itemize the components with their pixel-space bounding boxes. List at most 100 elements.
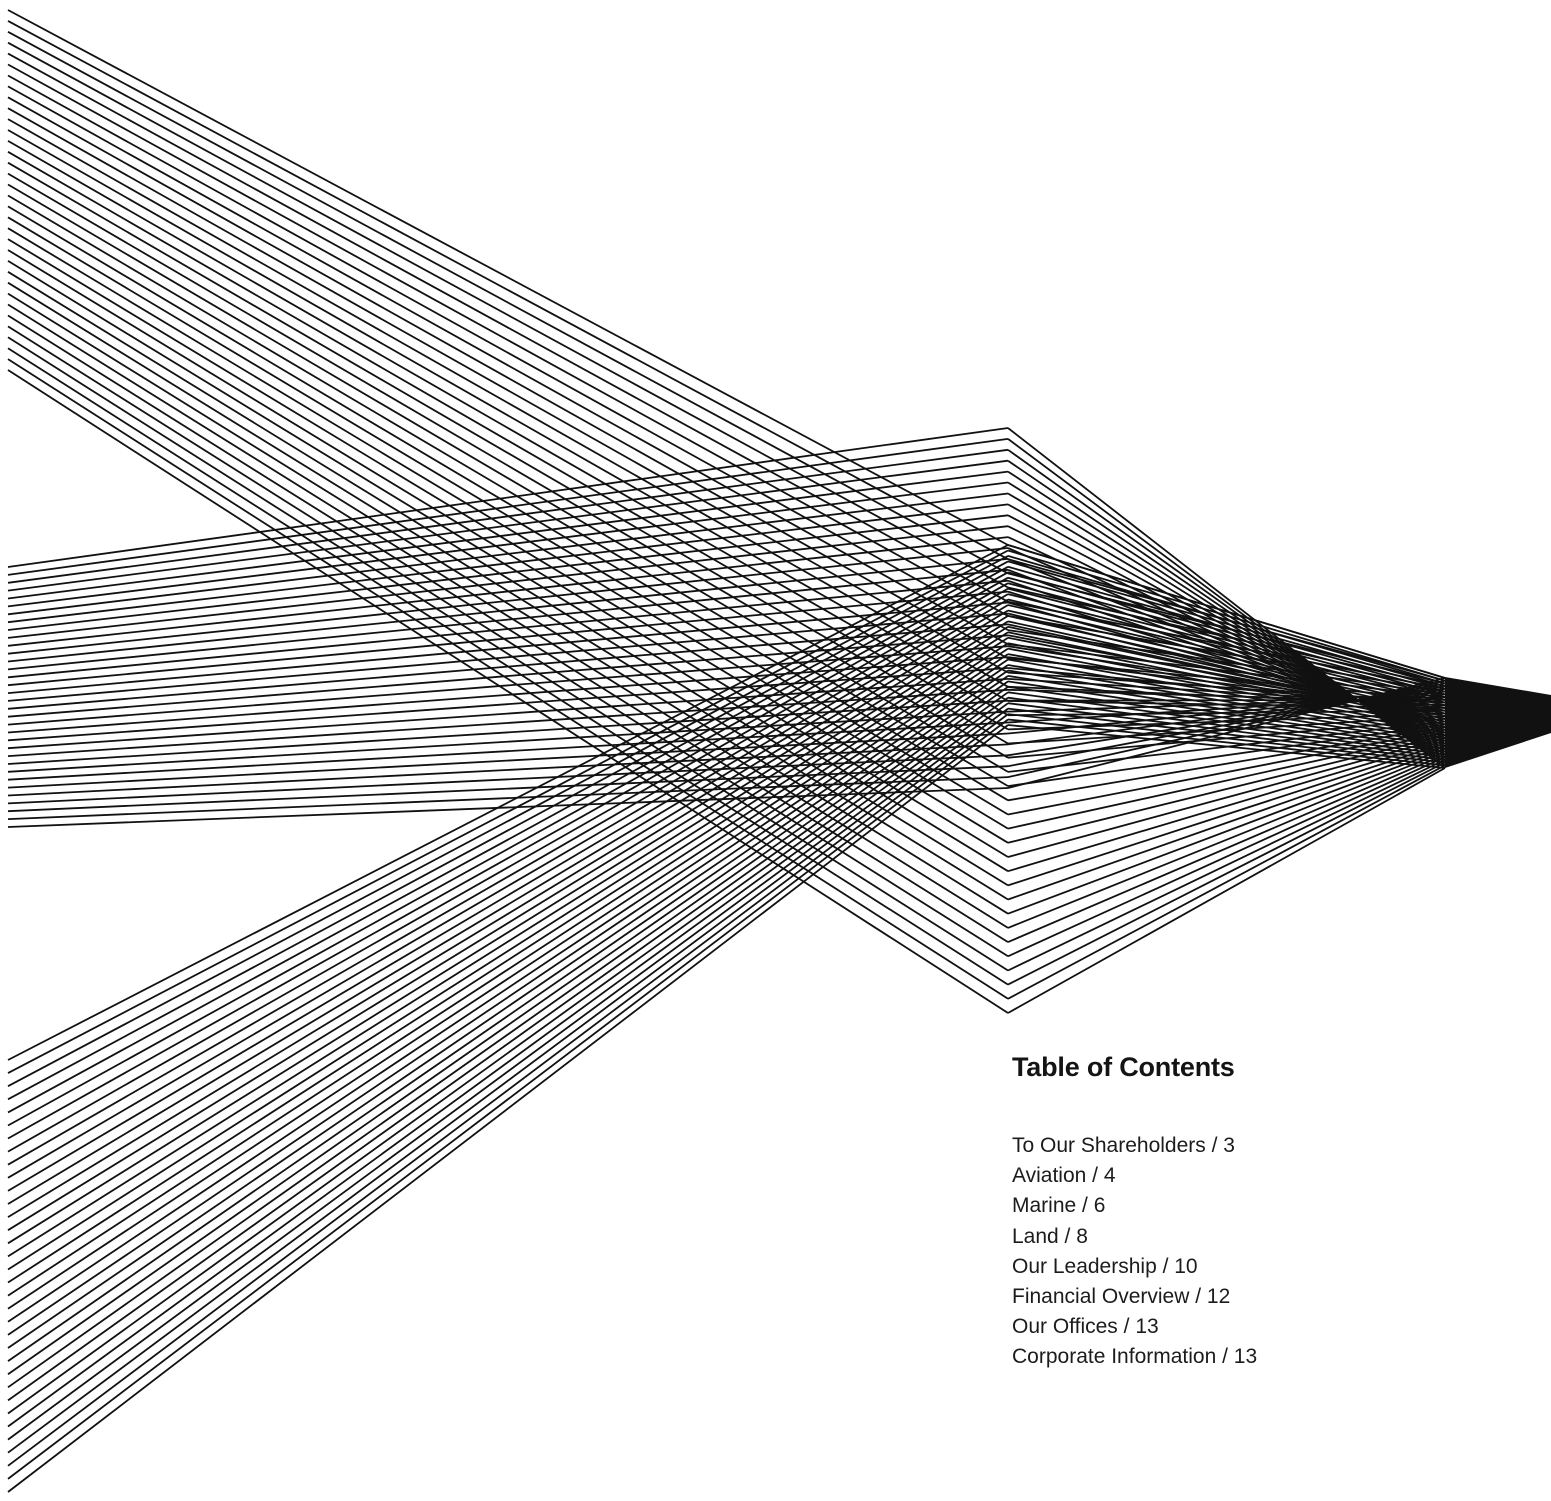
lower-fan-line <box>7 626 1009 1258</box>
converging-line-fan <box>1007 427 1446 1014</box>
converge-line <box>1007 753 1446 943</box>
lower-fan-line <box>7 669 1009 1362</box>
middle-fan-line <box>7 547 1009 655</box>
converge-line <box>1007 764 1446 1000</box>
lower-fan-line <box>7 560 1009 1101</box>
toc-list: To Our Shareholders / 3 Aviation / 4 Mar… <box>1012 1131 1532 1373</box>
converge-line <box>1007 647 1446 731</box>
lower-fan-line <box>7 653 1009 1323</box>
middle-fan-line <box>7 776 1009 820</box>
upper-fan-line <box>7 292 1009 915</box>
upper-fan-line <box>7 194 1009 787</box>
lower-fan-line <box>7 658 1009 1336</box>
lower-fan-line <box>7 636 1009 1284</box>
lower-fan-line <box>7 582 1009 1153</box>
toc-item-offices[interactable]: Our Offices / 13 <box>1012 1315 1159 1339</box>
upper-fan-line <box>7 325 1009 958</box>
lower-fan-line <box>7 718 1009 1480</box>
lower-fan-line <box>7 615 1009 1231</box>
converge-line <box>1007 544 1446 679</box>
lower-fan-line <box>7 571 1009 1127</box>
upper-fan-line <box>7 74 1009 631</box>
upper-fan-line <box>7 271 1009 887</box>
lower-fan-line <box>7 544 1009 1061</box>
toc-item-land[interactable]: Land / 8 <box>1012 1224 1088 1248</box>
converge-line <box>1007 707 1446 761</box>
upper-fan-line <box>7 183 1009 773</box>
converge-line <box>1007 750 1446 929</box>
convergence-point-shape <box>1445 677 1551 768</box>
middle-fan-line <box>7 634 1009 718</box>
converge-line <box>1007 555 1446 685</box>
middle-fan-line <box>7 503 1009 624</box>
lower-fan-line <box>7 587 1009 1166</box>
converge-line <box>1007 675 1446 745</box>
converge-line <box>1007 718 1446 767</box>
middle-fan-line <box>7 427 1009 568</box>
middle-fan-line <box>7 514 1009 631</box>
middle-fan-line <box>7 732 1009 789</box>
converge-line <box>1007 664 1446 739</box>
middle-fan-line <box>7 601 1009 694</box>
middle-fan-line <box>7 721 1009 781</box>
middle-fan-line <box>7 590 1009 687</box>
upper-fan-line <box>7 107 1009 674</box>
upper-fan-line <box>7 260 1009 872</box>
lower-fan-line <box>7 566 1009 1114</box>
converge-line <box>1007 658 1446 737</box>
lower-fan-line <box>7 576 1009 1140</box>
converge-line <box>1007 560 1446 688</box>
upper-fan-line <box>7 303 1009 929</box>
lower-fan-line <box>7 598 1009 1192</box>
middle-fan-line <box>7 579 1009 679</box>
converge-line <box>1007 758 1446 972</box>
toc-item-corporate-information[interactable]: Corporate Information / 13 <box>1012 1345 1258 1369</box>
converge-line <box>1007 748 1446 915</box>
upper-fan-line <box>7 227 1009 830</box>
converge-line <box>1007 734 1446 844</box>
upper-fan-line <box>7 140 1009 716</box>
toc-item-financial-overview[interactable]: Financial Overview / 12 <box>1012 1285 1231 1309</box>
converge-line <box>1007 582 1446 698</box>
upper-fan-line <box>7 9 1009 546</box>
middle-fan-line <box>7 492 1009 616</box>
converge-line <box>1007 742 1446 887</box>
converge-line <box>1007 685 1446 750</box>
upper-fan-line <box>7 31 1009 575</box>
converge-line <box>1007 598 1446 707</box>
middle-fan-line <box>7 525 1009 639</box>
upper-fan-line <box>7 129 1009 702</box>
middle-horizontal-line-fan <box>7 427 1009 828</box>
converge-line <box>1007 713 1446 764</box>
lower-fan-line <box>7 724 1009 1493</box>
upper-fan-line <box>7 369 1009 1014</box>
converge-line <box>1007 745 1446 901</box>
middle-fan-line <box>7 710 1009 773</box>
lower-fan-line <box>7 696 1009 1428</box>
middle-fan-line <box>7 558 1009 663</box>
converge-line <box>1007 609 1446 712</box>
middle-fan-line <box>7 459 1009 592</box>
toc-item-shareholders[interactable]: To Our Shareholders / 3 <box>1012 1134 1235 1157</box>
upper-fan-line <box>7 41 1009 589</box>
toc-item-marine[interactable]: Marine / 6 <box>1012 1194 1106 1218</box>
upper-fan-line <box>7 52 1009 603</box>
lower-fan-line <box>7 680 1009 1389</box>
toc-item-leadership[interactable]: Our Leadership / 10 <box>1012 1254 1198 1278</box>
table-of-contents: Table of Contents To Our Shareholders / … <box>1012 1049 1532 1373</box>
converge-line <box>1007 593 1446 704</box>
toc-title: Table of Contents <box>1012 1052 1235 1082</box>
middle-fan-line <box>7 448 1009 584</box>
lower-fan-line <box>7 604 1009 1205</box>
converge-line <box>1007 728 1446 816</box>
middle-fan-line <box>7 645 1009 726</box>
lower-fan-line <box>7 555 1009 1087</box>
middle-fan-line <box>7 656 1009 734</box>
lower-fan-line <box>7 686 1009 1402</box>
lower-fan-line <box>7 713 1009 1467</box>
lower-fan-line <box>7 702 1009 1441</box>
middle-fan-line <box>7 688 1009 757</box>
lower-fan-line <box>7 620 1009 1245</box>
toc-item-aviation[interactable]: Aviation / 4 <box>1012 1164 1116 1188</box>
